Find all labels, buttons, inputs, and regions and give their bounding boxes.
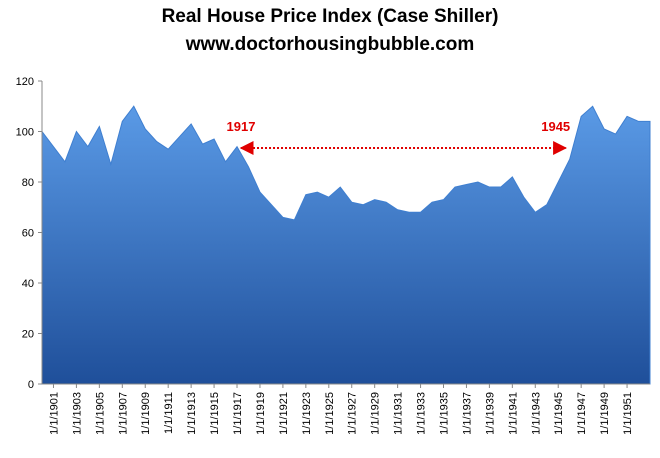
y-tick-label: 0 bbox=[28, 379, 34, 391]
y-tick-label: 120 bbox=[16, 76, 34, 88]
x-tick-label: 1/1/1905 bbox=[94, 392, 106, 435]
x-tick-label: 1/1/1933 bbox=[416, 392, 428, 435]
area bbox=[41, 105, 651, 385]
x-tick-label: 1/1/1931 bbox=[393, 392, 405, 435]
x-tick-label: 1/1/1925 bbox=[324, 392, 336, 435]
y-tick-label: 40 bbox=[22, 278, 34, 290]
x-tick-label: 1/1/1927 bbox=[347, 392, 359, 435]
x-tick-label: 1/1/1945 bbox=[553, 392, 565, 435]
x-tick-label: 1/1/1935 bbox=[439, 392, 451, 435]
x-tick-label: 1/1/1943 bbox=[530, 392, 542, 435]
x-tick-label: 1/1/1923 bbox=[301, 392, 313, 435]
x-tick-label: 1/1/1929 bbox=[370, 392, 382, 435]
y-tick-label: 80 bbox=[22, 177, 34, 189]
x-tick-label: 1/1/1949 bbox=[599, 392, 611, 435]
x-tick-label: 1/1/1911 bbox=[163, 392, 175, 434]
x-tick-label: 1/1/1915 bbox=[209, 392, 221, 435]
x-tick-label: 1/1/1901 bbox=[48, 392, 60, 435]
chart-title: Real House Price Index (Case Shiller) bbox=[162, 6, 499, 27]
x-tick-label: 1/1/1939 bbox=[484, 392, 496, 435]
x-tick-label: 1/1/1951 bbox=[622, 392, 634, 435]
y-tick-label: 20 bbox=[22, 329, 34, 341]
x-tick-label: 1/1/1937 bbox=[461, 392, 473, 435]
x-tick-label: 1/1/1947 bbox=[576, 392, 588, 435]
x-tick-label: 1/1/1921 bbox=[278, 392, 290, 435]
x-tick-label: 1/1/1909 bbox=[140, 392, 152, 435]
x-tick-label: 1/1/1907 bbox=[117, 392, 129, 435]
x-tick-label: 1/1/1913 bbox=[186, 392, 198, 435]
chart-subtitle: www.doctorhousingbubble.com bbox=[185, 34, 475, 55]
x-tick-label: 1/1/1903 bbox=[71, 392, 83, 435]
x-tick-label: 1/1/1941 bbox=[507, 392, 519, 435]
x-tick-label: 1/1/1917 bbox=[232, 392, 244, 435]
y-tick-label: 60 bbox=[22, 228, 34, 240]
annotation: 1917 bbox=[227, 119, 256, 134]
y-tick-label: 100 bbox=[16, 127, 34, 139]
annotation: 1945 bbox=[541, 119, 570, 134]
x-tick-label: 1/1/1919 bbox=[255, 392, 267, 435]
